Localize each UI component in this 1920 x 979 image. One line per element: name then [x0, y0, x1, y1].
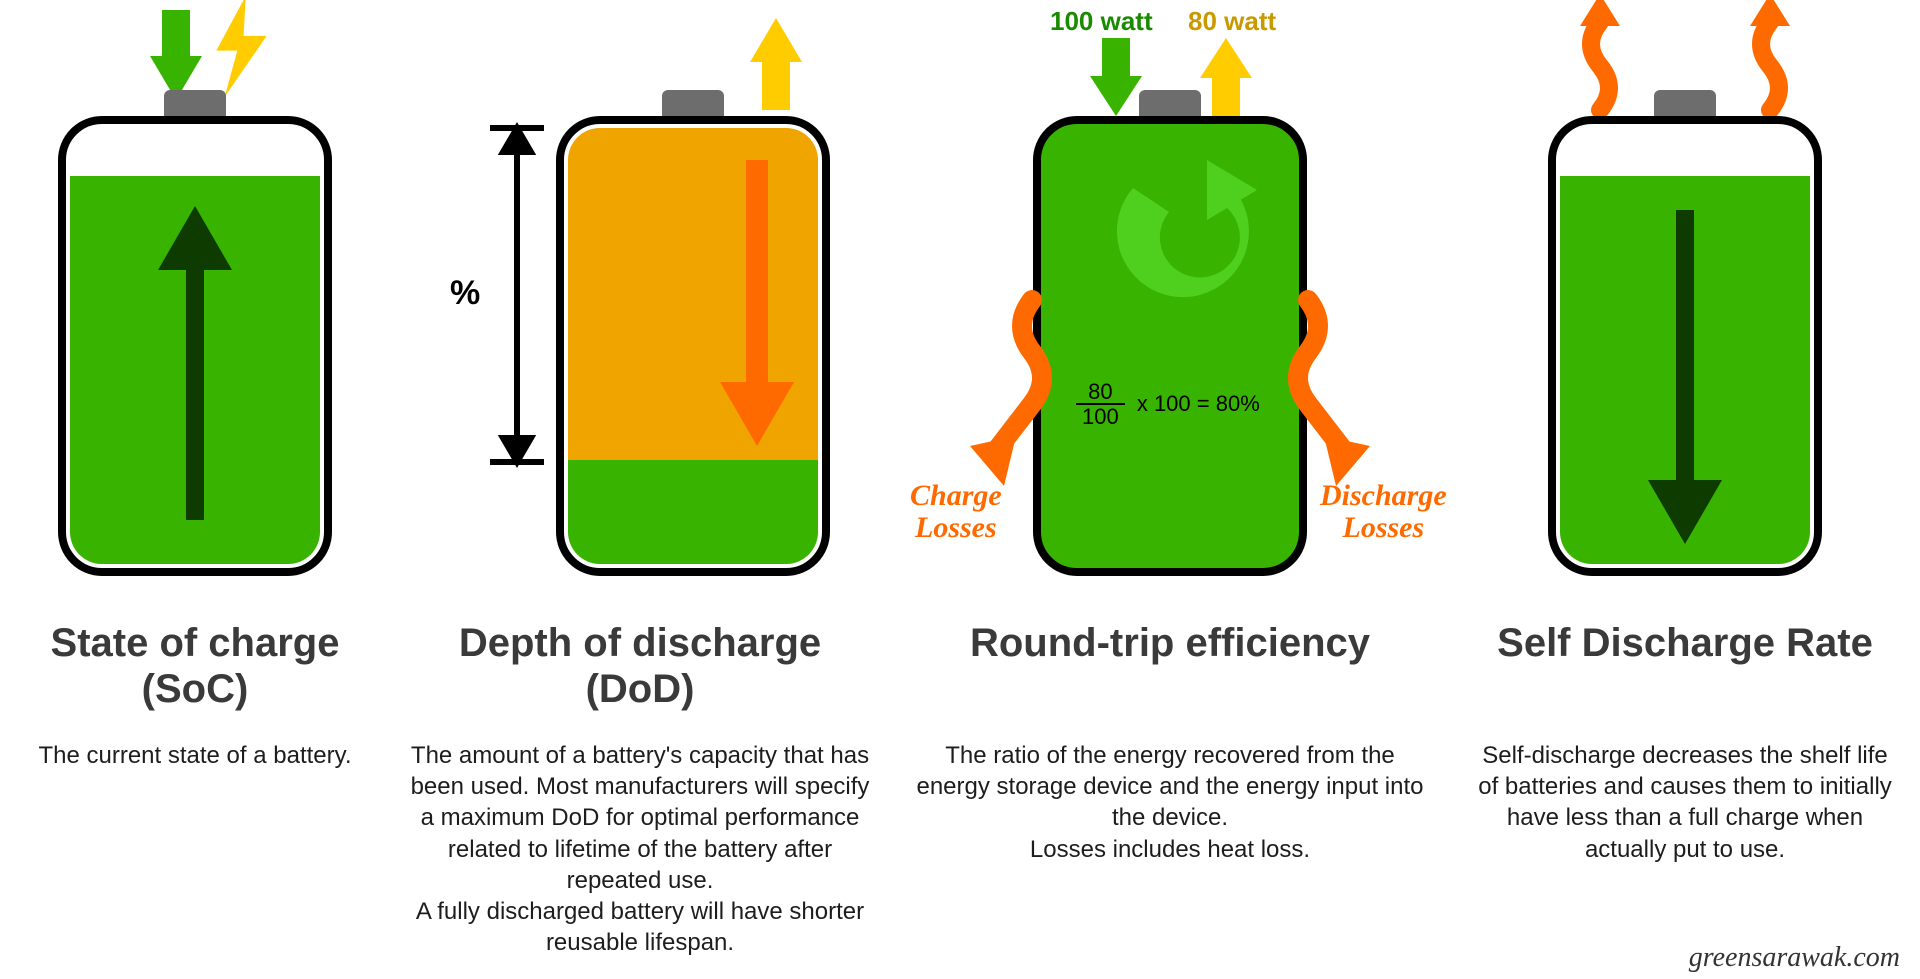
battery-icon	[560, 90, 826, 572]
panel-title: State of charge (SoC)	[0, 620, 390, 712]
panel-desc: The amount of a battery's capacity that …	[390, 740, 890, 958]
panel-desc: The current state of a battery.	[0, 740, 390, 771]
input-arrow-icon	[1090, 38, 1142, 116]
panel-dod: % Depth of discharge (DoD) The amount of…	[390, 0, 890, 979]
battery-icon	[1037, 90, 1303, 572]
input-arrow-icon	[150, 10, 202, 100]
attribution: greensarawak.com	[1689, 942, 1900, 974]
panel-title: Depth of discharge (DoD)	[390, 620, 890, 712]
heat-arrow-left-icon	[1580, 0, 1620, 110]
panel-rte-figure: 100 watt 80 watt 80 100 x 100 = 80% Char…	[890, 0, 1450, 600]
percent-label: %	[450, 274, 480, 313]
panel-soc-figure	[0, 0, 390, 600]
panel-desc: Self-discharge decreases the shelf life …	[1450, 740, 1920, 865]
in-watt-label: 100 watt	[1050, 6, 1153, 37]
lightning-icon	[216, 0, 266, 97]
sdr-svg	[1450, 0, 1920, 620]
panel-dod-figure: %	[390, 0, 890, 600]
out-watt-label: 80 watt	[1188, 6, 1276, 37]
panel-title: Round-trip efficiency	[890, 620, 1450, 666]
measure-arrow-icon	[490, 128, 544, 462]
panel-rte: 100 watt 80 watt 80 100 x 100 = 80% Char…	[890, 0, 1450, 979]
panel-sdr: Self Discharge Rate Self-discharge decre…	[1450, 0, 1920, 979]
formula-numerator: 80	[1076, 380, 1125, 405]
discharge-losses-label: Discharge Losses	[1320, 480, 1447, 543]
formula-denominator: 100	[1076, 405, 1125, 428]
efficiency-formula: 80 100 x 100 = 80%	[1076, 380, 1260, 428]
battery-icon	[1552, 90, 1818, 572]
battery-icon	[62, 90, 328, 572]
panel-desc: The ratio of the energy recovered from t…	[890, 740, 1450, 865]
charge-losses-label: Charge Losses	[910, 480, 1002, 543]
panel-sdr-figure	[1450, 0, 1920, 600]
heat-arrow-right-icon	[1750, 0, 1790, 110]
infographic-stage: State of charge (SoC) The current state …	[0, 0, 1920, 979]
formula-tail: x 100 = 80%	[1131, 391, 1260, 417]
output-arrow-icon	[1200, 38, 1252, 118]
panel-title: Self Discharge Rate	[1450, 620, 1920, 666]
panel-soc: State of charge (SoC) The current state …	[0, 0, 390, 979]
output-arrow-icon	[750, 18, 802, 110]
soc-svg	[0, 0, 390, 620]
